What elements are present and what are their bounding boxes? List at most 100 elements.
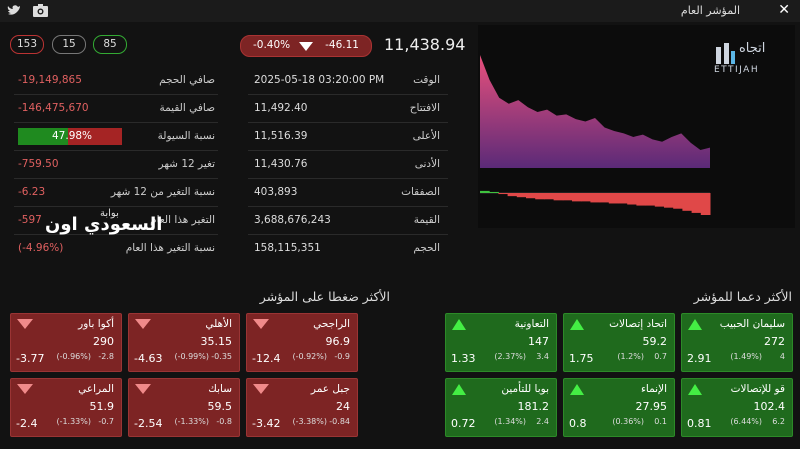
stock-name: اتحاد إتصالات bbox=[609, 318, 667, 330]
stat-value: 11,430.76 bbox=[254, 158, 308, 170]
direction-arrow bbox=[452, 319, 466, 330]
stock-change: 0.7 bbox=[654, 352, 667, 361]
direction-arrow bbox=[570, 319, 584, 330]
stock-price: 35.15 bbox=[200, 335, 233, 348]
row-divider bbox=[248, 206, 448, 207]
row-divider bbox=[248, 150, 448, 151]
row-divider bbox=[14, 150, 218, 151]
direction-arrow bbox=[570, 384, 584, 395]
stock-card[interactable]: أكوا باور 290 -2.8 (-0.96%) -3.77 bbox=[10, 313, 122, 372]
stock-name: سابك bbox=[208, 383, 232, 395]
stock-pct: (0.36%) bbox=[612, 417, 644, 426]
stock-card[interactable]: المراعي 51.9 -0.7 (-1.33%) -2.4 bbox=[10, 378, 122, 437]
chart-panel: اتجاه ETTIJAH bbox=[478, 25, 795, 228]
stock-card[interactable]: الأهلي 35.15 -0.35 (-0.99%) -4.63 bbox=[128, 313, 240, 372]
flow-bar bbox=[618, 193, 628, 204]
stock-pct: (1.34%) bbox=[494, 417, 526, 426]
stock-card[interactable]: الإنماء 27.95 0.1 (0.36%) 0.8 bbox=[563, 378, 675, 437]
stock-card[interactable]: بوبا للتأمين 181.2 2.4 (1.34%) 0.72 bbox=[445, 378, 557, 437]
flow-bar bbox=[507, 193, 518, 197]
stock-card[interactable]: قو للإتصالات 102.4 6.2 (6.44%) 0.81 bbox=[681, 378, 793, 437]
stat-label: القيمة bbox=[413, 214, 440, 226]
flow-bar bbox=[572, 193, 582, 202]
row-divider bbox=[248, 234, 448, 235]
stock-change: 2.4 bbox=[536, 417, 549, 426]
close-button[interactable]: ✕ bbox=[778, 2, 790, 18]
change-points: -46.11 bbox=[325, 39, 359, 51]
flow-bar bbox=[599, 193, 610, 203]
stat-label: الأدنى bbox=[414, 158, 440, 170]
stat-label: الوقت bbox=[413, 74, 440, 86]
stock-price: 27.95 bbox=[635, 400, 668, 413]
watermark-top: بوابة bbox=[100, 208, 119, 219]
flow-bar bbox=[562, 193, 573, 201]
stock-name: سليمان الحبيب bbox=[719, 318, 785, 330]
intraday-chart bbox=[480, 55, 711, 215]
stock-pct: (-1.33%) bbox=[56, 417, 91, 426]
direction-arrow bbox=[17, 319, 33, 329]
index-value: 11,438.94 bbox=[384, 35, 466, 54]
direction-arrow bbox=[135, 319, 151, 329]
flow-bar bbox=[682, 193, 693, 211]
flow-bar bbox=[489, 191, 499, 193]
row-divider bbox=[14, 178, 218, 179]
stock-card[interactable]: سابك 59.5 -0.8 (-1.33%) -2.54 bbox=[128, 378, 240, 437]
stock-price: 59.5 bbox=[207, 400, 233, 413]
direction-arrow bbox=[253, 384, 269, 394]
stat-value: -19,149,865 bbox=[18, 74, 82, 86]
row-divider bbox=[248, 178, 448, 179]
flow-bar bbox=[608, 193, 619, 204]
index-impact: -3.77 bbox=[16, 352, 45, 365]
logo-latin: ETTIJAH bbox=[714, 65, 760, 75]
stat-label: الافتتاح bbox=[409, 102, 440, 114]
stock-card[interactable]: اتحاد إتصالات 59.2 0.7 (1.2%) 1.75 bbox=[563, 313, 675, 372]
index-impact: 1.33 bbox=[451, 352, 476, 365]
index-impact: -12.4 bbox=[252, 352, 281, 365]
index-impact: -3.42 bbox=[252, 417, 281, 430]
stat-value: 11,492.40 bbox=[254, 102, 308, 114]
stock-card[interactable]: جبل عمر 24 -0.84 (-3.38%) -3.42 bbox=[246, 378, 358, 437]
stat-label: نسبة التغير من 12 شهر bbox=[110, 186, 215, 198]
stat-value: 11,516.39 bbox=[254, 130, 308, 142]
row-divider bbox=[14, 122, 218, 123]
flow-bar bbox=[627, 193, 637, 205]
flow-bar bbox=[553, 193, 564, 201]
flow-bar bbox=[544, 193, 555, 200]
camera-icon[interactable] bbox=[33, 4, 48, 17]
stock-change: -2.8 bbox=[98, 352, 114, 361]
row-divider bbox=[14, 206, 218, 207]
stock-change: 3.4 bbox=[536, 352, 549, 361]
stock-card[interactable]: الراجحي 96.9 -0.9 (-0.92%) -12.4 bbox=[246, 313, 358, 372]
stock-card[interactable]: سليمان الحبيب 272 4 (1.49%) 2.91 bbox=[681, 313, 793, 372]
stock-price: 96.9 bbox=[325, 335, 351, 348]
stat-label: الأعلى bbox=[412, 130, 440, 142]
stock-change: -0.84 bbox=[329, 417, 350, 426]
stock-pct: (-0.99%) bbox=[174, 352, 209, 361]
top-bar: المؤشر العام ✕ bbox=[0, 0, 800, 22]
change-percent: -0.40% bbox=[253, 39, 291, 51]
direction-arrow bbox=[452, 384, 466, 395]
row-divider bbox=[14, 94, 218, 95]
flow-bar bbox=[535, 193, 545, 200]
stock-price: 59.2 bbox=[642, 335, 668, 348]
stock-change: 6.2 bbox=[772, 417, 785, 426]
stock-pct: (1.49%) bbox=[730, 352, 762, 361]
flow-bar bbox=[673, 193, 683, 209]
index-impact: 2.91 bbox=[687, 352, 712, 365]
index-impact: 1.75 bbox=[569, 352, 594, 365]
logo-arabic: اتجاه bbox=[739, 41, 766, 56]
stock-pct: (6.44%) bbox=[730, 417, 762, 426]
stock-name: جبل عمر bbox=[310, 383, 350, 395]
support-title: الأكثر دعما للمؤشر bbox=[693, 289, 792, 304]
stat-value: -759.50 bbox=[18, 158, 59, 170]
direction-arrow bbox=[253, 319, 269, 329]
index-impact: 0.8 bbox=[569, 417, 587, 430]
stat-value: 158,115,351 bbox=[254, 242, 321, 254]
direction-arrow bbox=[688, 384, 702, 395]
stock-change: -0.7 bbox=[98, 417, 114, 426]
screen-title: المؤشر العام bbox=[680, 4, 740, 17]
stock-card[interactable]: التعاونية 147 3.4 (2.37%) 1.33 bbox=[445, 313, 557, 372]
twitter-icon[interactable] bbox=[7, 4, 21, 17]
row-divider bbox=[248, 94, 448, 95]
stock-name: الراجحي bbox=[313, 318, 350, 330]
